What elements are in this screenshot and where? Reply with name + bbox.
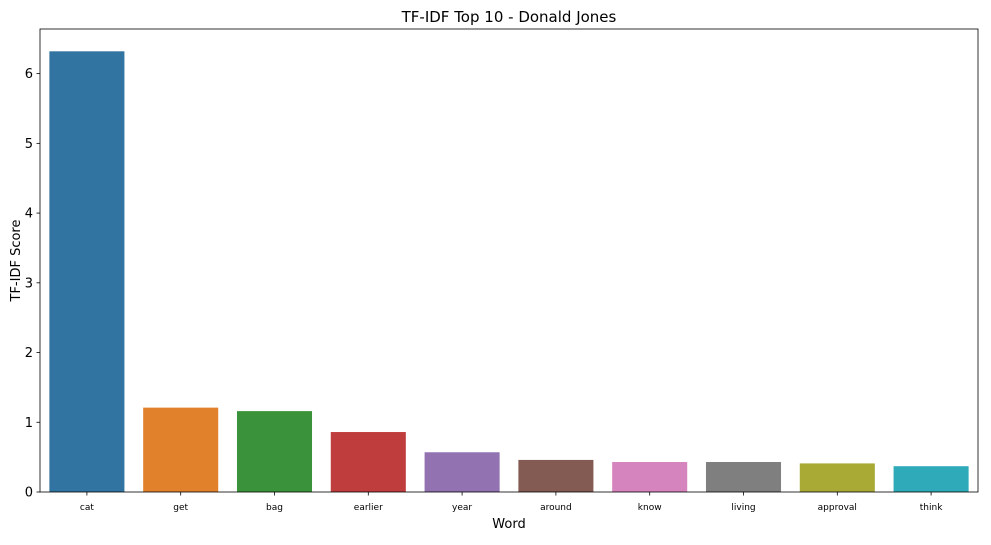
y-tick-label: 0 (25, 486, 33, 501)
y-axis-label: TF-IDF Score (9, 220, 24, 303)
x-tick-label: earlier (354, 503, 383, 513)
x-tick-label: cat (80, 503, 94, 513)
bar-know (612, 462, 688, 492)
y-tick-label: 5 (25, 137, 33, 152)
x-tick-label: know (638, 503, 662, 513)
bar-living (705, 462, 782, 492)
x-tick-label: around (540, 503, 572, 513)
chart-title: TF-IDF Top 10 - Donald Jones (401, 8, 617, 26)
bar-get (143, 407, 219, 492)
x-tick-label: year (452, 503, 472, 513)
bar-earlier (330, 432, 406, 492)
x-axis-label: Word (492, 517, 525, 532)
y-tick-label: 2 (25, 346, 33, 361)
x-tick-label: bag (266, 503, 283, 513)
bar-year (424, 452, 500, 492)
y-ticks-layer: 0 1 2 3 4 5 6 (25, 67, 40, 501)
x-ticks-layer: cat get bag earlier year around know living appr… (80, 492, 943, 513)
x-tick-label: get (173, 503, 188, 513)
y-tick-label: 4 (25, 207, 33, 222)
bar-around (518, 459, 594, 492)
y-tick-label: 3 (25, 276, 33, 291)
bar-think (893, 466, 969, 492)
x-tick-label: approval (818, 503, 857, 513)
x-tick-label: think (920, 503, 943, 513)
y-tick-label: 1 (25, 416, 33, 431)
x-tick-label: living (731, 503, 755, 513)
bars-layer (49, 51, 969, 492)
bar-cat (49, 51, 125, 492)
bar-approval (799, 463, 875, 492)
plot-area-frame (39, 28, 979, 493)
y-tick-label: 6 (25, 67, 33, 82)
bar-bag (236, 411, 313, 492)
